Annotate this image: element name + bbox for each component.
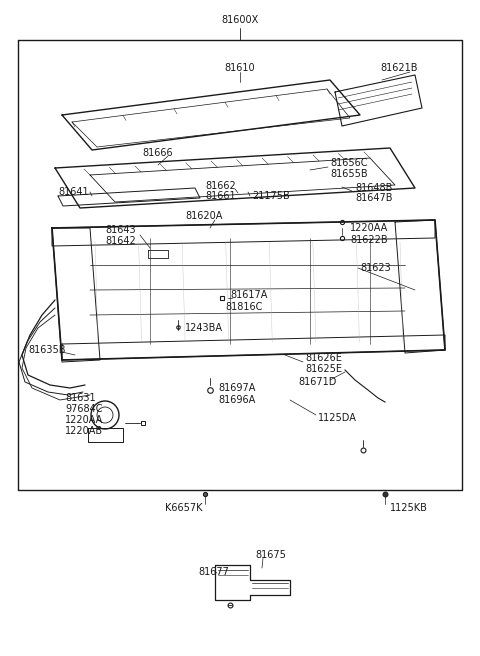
Text: 81622B: 81622B <box>350 235 388 245</box>
Text: 81621B: 81621B <box>380 63 418 73</box>
Text: 1125DA: 1125DA <box>318 413 357 423</box>
Text: 81816C: 81816C <box>225 302 263 312</box>
Text: 81600X: 81600X <box>221 15 259 25</box>
Text: 1220AA: 1220AA <box>65 415 103 425</box>
Text: 81610: 81610 <box>225 63 255 73</box>
Text: 81662: 81662 <box>205 181 236 191</box>
Text: 81677: 81677 <box>198 567 229 577</box>
Text: 21175B: 21175B <box>252 191 290 201</box>
Text: 81666: 81666 <box>142 148 173 158</box>
Text: 81648B: 81648B <box>355 183 392 193</box>
Text: 1220AA: 1220AA <box>350 223 388 233</box>
Text: 81656C: 81656C <box>330 158 368 168</box>
Text: 81631: 81631 <box>65 393 96 403</box>
Text: 81620A: 81620A <box>185 211 222 221</box>
Text: 81675: 81675 <box>255 550 286 560</box>
Text: 81697A: 81697A <box>218 383 255 393</box>
Text: 81647B: 81647B <box>355 193 393 203</box>
Text: 81626E: 81626E <box>305 353 342 363</box>
Text: 81641: 81641 <box>58 187 89 197</box>
Text: 81617A: 81617A <box>230 290 267 300</box>
Text: 81671D: 81671D <box>298 377 336 387</box>
Text: K6657K: K6657K <box>165 503 203 513</box>
Text: 81642: 81642 <box>105 236 136 246</box>
Text: 81623: 81623 <box>360 263 391 273</box>
Text: 1220AB: 1220AB <box>65 426 103 436</box>
Text: 1125KB: 1125KB <box>390 503 428 513</box>
Text: 97684C: 97684C <box>65 404 103 414</box>
Text: 81661: 81661 <box>205 191 236 201</box>
Text: 81643: 81643 <box>105 225 136 235</box>
Text: 81635B: 81635B <box>28 345 65 355</box>
Text: 81625E: 81625E <box>305 364 342 374</box>
Text: 81655B: 81655B <box>330 169 368 179</box>
Text: 1243BA: 1243BA <box>185 323 223 333</box>
Text: 81696A: 81696A <box>218 395 255 405</box>
